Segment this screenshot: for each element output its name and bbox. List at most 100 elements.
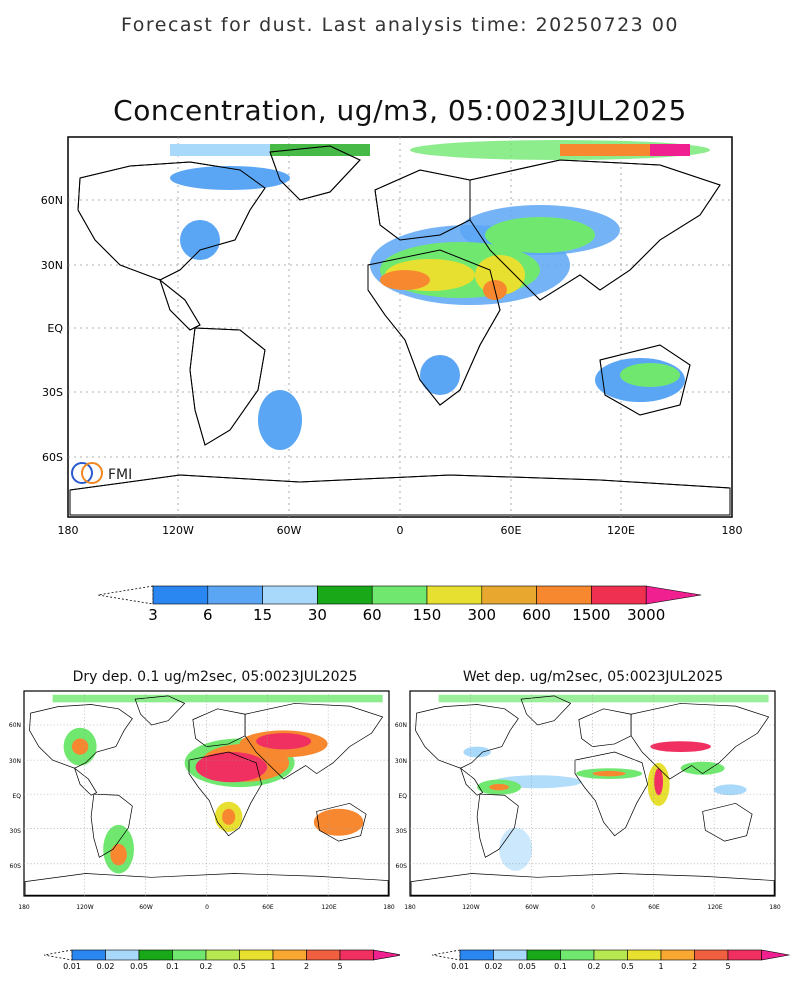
colorbar-label: 0.02 bbox=[485, 962, 503, 971]
colorbar-swatch bbox=[71, 949, 106, 961]
lon-tick: 180 bbox=[404, 904, 416, 911]
colorbar-swatch bbox=[207, 585, 263, 605]
colorbar-over-arrow bbox=[761, 949, 790, 961]
lon-tick: 0 bbox=[205, 904, 209, 911]
colorbar-label: 300 bbox=[467, 606, 496, 624]
lon-tick: 120E bbox=[321, 904, 336, 911]
colorbar-label: 15 bbox=[253, 606, 272, 624]
dust-concentration-field bbox=[170, 140, 710, 450]
colorbar-swatch bbox=[317, 585, 373, 605]
colorbar-swatch bbox=[660, 949, 695, 961]
lat-tick: EQ bbox=[47, 322, 63, 335]
wet-dep-title: Wet dep. ug/m2sec, 05:0023JUL2025 bbox=[462, 669, 724, 685]
wet-dep-map: 60N 30N EQ 30S 60S 180 120W 60W 0 60E 12… bbox=[395, 690, 781, 911]
colorbar-label: 2 bbox=[692, 962, 697, 971]
lat-tick: 30S bbox=[396, 828, 408, 835]
lon-tick: 180 bbox=[383, 904, 395, 911]
dry-dep-map: 60N 30N EQ 30S 60S 180 120W 60W 0 60E 12… bbox=[9, 690, 395, 911]
colorbar-swatch bbox=[459, 949, 494, 961]
colorbar-swatch bbox=[262, 585, 318, 605]
lat-tick: 60N bbox=[9, 722, 21, 729]
lat-tick: EQ bbox=[398, 793, 407, 800]
colorbar-label: 0.01 bbox=[451, 962, 469, 971]
colorbar-label: 0.02 bbox=[97, 962, 115, 971]
forecast-suptitle: Forecast for dust. Last analysis time: 2… bbox=[120, 14, 679, 36]
colorbar-swatch bbox=[152, 585, 209, 605]
lat-tick: 30N bbox=[9, 758, 21, 765]
lat-tick: 60N bbox=[395, 722, 407, 729]
lon-tick: 180 bbox=[58, 524, 79, 537]
colorbar-label: 0.5 bbox=[233, 962, 246, 971]
colorbar-swatch bbox=[239, 949, 274, 961]
colorbar-under-arrow bbox=[43, 949, 73, 961]
lat-tick: 30S bbox=[10, 828, 22, 835]
colorbar-swatch bbox=[591, 585, 647, 605]
colorbar-label: 0.2 bbox=[588, 962, 601, 971]
dry-lat-labels: 60N 30N EQ 30S 60S bbox=[9, 722, 21, 870]
colorbar-label: 0.01 bbox=[63, 962, 81, 971]
colorbar-swatch bbox=[593, 949, 628, 961]
lon-tick: 0 bbox=[591, 904, 595, 911]
lon-tick: 120W bbox=[162, 524, 194, 537]
colorbar-label: 1500 bbox=[572, 606, 610, 624]
lon-tick: 180 bbox=[722, 524, 743, 537]
lon-tick: 60W bbox=[277, 524, 302, 537]
fmi-logo-text: FMI bbox=[108, 467, 132, 483]
lon-tick: 120W bbox=[462, 904, 479, 911]
colorbar-label: 0.1 bbox=[554, 962, 567, 971]
colorbar-swatch bbox=[426, 585, 483, 605]
colorbar-label: 0.05 bbox=[130, 962, 148, 971]
colorbar-label: 6 bbox=[203, 606, 213, 624]
colorbar-label: 0.1 bbox=[166, 962, 179, 971]
colorbar-swatch bbox=[272, 949, 307, 961]
lon-tick: 60W bbox=[525, 904, 539, 911]
lat-tick: 30S bbox=[42, 386, 63, 399]
colorbar-label: 600 bbox=[522, 606, 551, 624]
colorbar-under-arrow bbox=[97, 585, 154, 605]
colorbar-swatch bbox=[306, 949, 341, 961]
lon-tick: 120E bbox=[607, 524, 635, 537]
wet-colorbar: 0.01 0.02 0.05 0.1 0.2 0.5 1 2 5 bbox=[431, 949, 790, 971]
colorbar-swatch bbox=[627, 949, 662, 961]
concentration-title: Concentration, ug/m3, 05:0023JUL2025 bbox=[113, 94, 687, 127]
colorbar-label: 1 bbox=[270, 962, 275, 971]
wet-lat-labels: 60N 30N EQ 30S 60S bbox=[395, 722, 407, 870]
colorbar-label: 3 bbox=[148, 606, 158, 624]
lon-tick: 60E bbox=[501, 524, 522, 537]
colorbar-under-arrow bbox=[431, 949, 461, 961]
lat-tick: 60N bbox=[41, 194, 63, 207]
wet-lon-labels: 180 120W 60W 0 60E 120E 180 bbox=[404, 904, 781, 911]
lon-tick: 180 bbox=[769, 904, 781, 911]
colorbar-label: 3000 bbox=[627, 606, 665, 624]
lon-tick: 60E bbox=[648, 904, 660, 911]
lon-tick: 180 bbox=[18, 904, 30, 911]
dry-lon-labels: 180 120W 60W 0 60E 120E 180 bbox=[18, 904, 395, 911]
dry-dep-title: Dry dep. 0.1 ug/m2sec, 05:0023JUL2025 bbox=[72, 669, 358, 685]
colorbar-swatch bbox=[560, 949, 595, 961]
colorbar-swatch bbox=[727, 949, 762, 961]
colorbar-label: 2 bbox=[304, 962, 309, 971]
colorbar-label: 0.5 bbox=[621, 962, 634, 971]
colorbar-label: 5 bbox=[725, 962, 730, 971]
colorbar-swatch bbox=[339, 949, 374, 961]
lon-tick: 0 bbox=[397, 524, 404, 537]
colorbar-swatch bbox=[172, 949, 207, 961]
lat-tick: 30N bbox=[41, 259, 63, 272]
main-map: FMI 60N 30N EQ 30S 60S 180 120W 60W 0 60… bbox=[41, 136, 743, 537]
colorbar-swatch bbox=[205, 949, 240, 961]
colorbar-swatch bbox=[694, 949, 729, 961]
colorbar-swatch bbox=[138, 949, 173, 961]
colorbar-swatch bbox=[493, 949, 528, 961]
colorbar-swatch bbox=[371, 585, 428, 605]
lon-tick: 60W bbox=[139, 904, 153, 911]
dry-map-frame bbox=[23, 690, 390, 897]
colorbar-label: 60 bbox=[363, 606, 382, 624]
lon-tick: 60E bbox=[262, 904, 274, 911]
colorbar-label: 5 bbox=[337, 962, 342, 971]
fmi-logo: FMI bbox=[71, 462, 132, 484]
colorbar-swatch bbox=[536, 585, 592, 605]
colorbar-label: 30 bbox=[308, 606, 327, 624]
dry-colorbar: 0.01 0.02 0.05 0.1 0.2 0.5 1 2 5 bbox=[43, 949, 400, 971]
main-map-lat-labels: 60N 30N EQ 30S 60S bbox=[41, 194, 64, 464]
colorbar-swatch bbox=[526, 949, 561, 961]
